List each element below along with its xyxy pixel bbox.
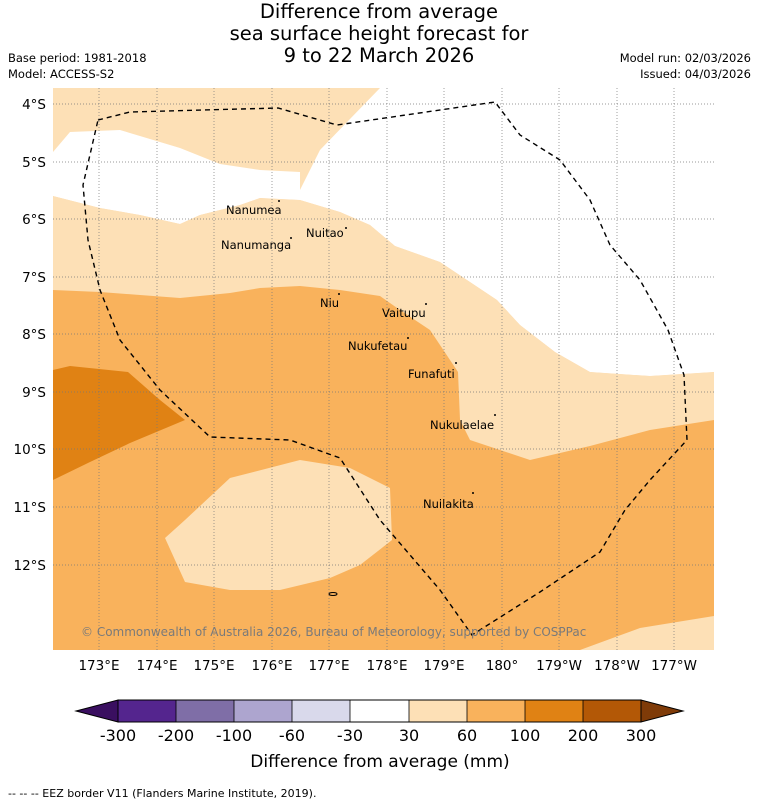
lat-label-10s: 10°S (14, 442, 47, 458)
island-label-nukufetau: Nukufetau (348, 339, 407, 353)
lat-label-6s: 6°S (22, 212, 46, 228)
lon-label-177e: 177°E (308, 658, 349, 674)
island-label-nukulaelae: Nukulaelae (430, 418, 494, 432)
island-marker-funafuti (455, 362, 457, 364)
colorbar-swatch-9 (583, 700, 641, 722)
band-neutral (300, 88, 714, 376)
lat-label-7s: 7°S (22, 270, 46, 286)
colorbar-label-m100: -100 (216, 726, 252, 745)
colorbar-swatch-3 (234, 700, 292, 722)
island-label-vaitupu: Vaitupu (382, 306, 426, 320)
base-period-label: Base period: 1981-2018 (8, 51, 147, 65)
colorbar-label-m30: -30 (337, 726, 363, 745)
eez-legend-note: -- -- -- EEZ border V11 (Flanders Marine… (8, 787, 316, 800)
colorbar-swatch-5 (350, 700, 409, 722)
colorbar-label-m300: -300 (100, 726, 136, 745)
colorbar (74, 699, 685, 723)
lon-label-179w: 179°W (536, 658, 582, 674)
chart-title-line2: sea surface height forecast for (229, 22, 529, 45)
model-run-label: Model run: 02/03/2026 (619, 51, 751, 65)
colorbar-swatch-4 (292, 700, 350, 722)
lat-label-4s: 4°S (22, 97, 46, 113)
colorbar-swatch-7 (467, 700, 525, 722)
island-label-niu: Niu (320, 296, 339, 310)
island-marker-nanumea (278, 200, 280, 202)
colorbar-label-m60: -60 (279, 726, 305, 745)
colorbar-label-60: 60 (457, 726, 477, 745)
eez-border (82, 101, 688, 636)
band-100-200 (53, 366, 185, 480)
colorbar-swatch-6 (409, 700, 467, 722)
lat-label-8s: 8°S (22, 327, 46, 343)
island-label-nuitao: Nuitao (306, 226, 344, 240)
islands (278, 200, 496, 596)
island-marker-nanumanga (290, 237, 292, 239)
lon-label-173e: 173°E (78, 658, 119, 674)
lat-label-5s: 5°S (22, 155, 46, 171)
colorbar-label-m200: -200 (158, 726, 194, 745)
colorbar-label-200: 200 (568, 726, 599, 745)
lon-label-179e: 179°E (423, 658, 464, 674)
band-neutral-west (53, 130, 300, 224)
island-marker-nukulaelae (494, 414, 496, 416)
band-30-60-north-2 (53, 196, 714, 460)
lon-label-174e: 174°E (136, 658, 177, 674)
lon-label-175e: 175°E (193, 658, 234, 674)
island-marker-niu (338, 293, 340, 295)
colorbar-swatch-8 (525, 700, 583, 722)
island-label-nuilakita: Nuilakita (423, 497, 474, 511)
colorbar-extend-high (640, 699, 685, 723)
colorbar-swatch-2 (176, 700, 234, 722)
model-label: Model: ACCESS-S2 (8, 67, 115, 81)
lon-label-176e: 176°E (251, 658, 292, 674)
lon-label-178w: 178°W (594, 658, 640, 674)
colorbar-label-300: 300 (626, 726, 657, 745)
band-30-60-southeast (580, 616, 714, 650)
chart-title-line1: Difference from average (259, 0, 499, 23)
island-label-funafuti: Funafuti (408, 367, 455, 381)
map-grid (53, 88, 714, 650)
island-marker-nuitao (345, 227, 347, 229)
lon-label-178e: 178°E (366, 658, 407, 674)
issued-label: Issued: 04/03/2026 (640, 67, 751, 81)
colorbar-extend-low (74, 699, 119, 723)
colorbar-swatch-1 (118, 700, 176, 722)
colorbar-label-30: 30 (399, 726, 419, 745)
lat-label-12s: 12°S (14, 558, 47, 574)
copyright-note: © Commonwealth of Australia 2026, Bureau… (81, 625, 586, 639)
island-marker-vaitupu (425, 303, 427, 305)
colorbar-title: Difference from average (mm) (250, 752, 509, 772)
lon-label-180: 180° (486, 658, 519, 674)
colorbar-label-100: 100 (510, 726, 541, 745)
band-30-60-south (165, 460, 392, 590)
lat-label-11s: 11°S (14, 500, 47, 516)
island-marker-nuilakita (472, 492, 474, 494)
island-label-nanumea: Nanumea (226, 203, 282, 217)
island-marker-nukufetau (407, 337, 409, 339)
lon-label-177w: 177°W (651, 658, 697, 674)
island-label-nanumanga: Nanumanga (221, 238, 291, 252)
chart-title-line3: 9 to 22 March 2026 (283, 44, 475, 67)
lat-label-9s: 9°S (22, 385, 46, 401)
